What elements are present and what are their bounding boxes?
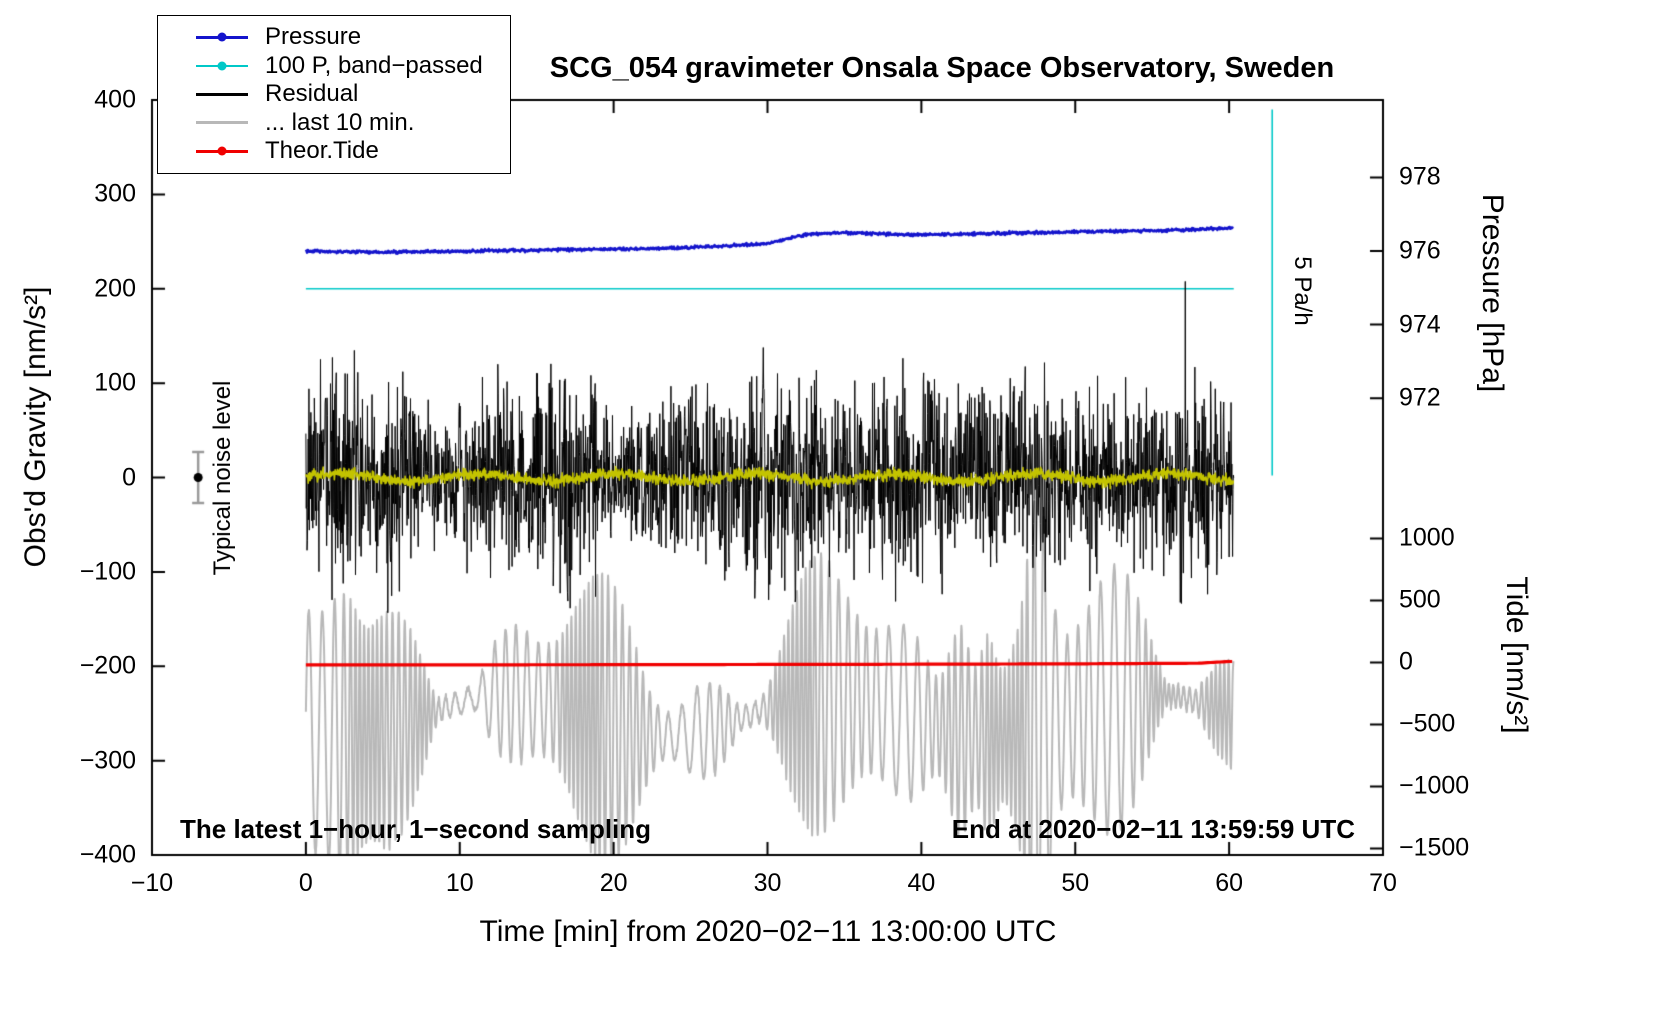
legend-item-residual: Residual bbox=[158, 80, 510, 109]
x-tick-label: 0 bbox=[298, 869, 313, 897]
legend-label: Residual bbox=[265, 80, 359, 108]
x-tick-label: 60 bbox=[1215, 869, 1244, 897]
legend-item-last-10-min: ... last 10 min. bbox=[158, 109, 510, 138]
pressure-rate-label: 5 Pa/h bbox=[1289, 256, 1316, 326]
y-axis-label-gravity: Obs'd Gravity [nm/s²] bbox=[19, 286, 52, 568]
pressure-tick-label: 972 bbox=[1399, 383, 1441, 412]
tide-tick-label: 0 bbox=[1399, 647, 1413, 676]
gravity-tick-label: 0 bbox=[122, 463, 136, 491]
noise-level-label: Typical noise level bbox=[209, 380, 236, 576]
x-tick-label: −10 bbox=[130, 869, 174, 897]
x-tick-label: 10 bbox=[445, 869, 474, 897]
legend-label: Pressure bbox=[265, 23, 362, 51]
y-axis-label-pressure: Pressure [hPa] bbox=[1476, 193, 1509, 393]
pressure-marker-icon bbox=[217, 32, 227, 42]
pressure-tick-label: 978 bbox=[1399, 162, 1441, 191]
residual-line-swatch bbox=[196, 92, 248, 96]
tide-tick-label: −1000 bbox=[1399, 771, 1470, 800]
tide-tick-label: 500 bbox=[1399, 585, 1441, 614]
legend-label: ... last 10 min. bbox=[265, 108, 415, 136]
legend-item-theor-tide: Theor.Tide bbox=[158, 137, 510, 166]
gravity-tick-label: −400 bbox=[79, 840, 136, 869]
theor-tide-marker-icon bbox=[217, 146, 227, 156]
sampling-note: The latest 1−hour, 1−second sampling bbox=[180, 814, 652, 844]
x-tick-label: 40 bbox=[907, 869, 936, 897]
tide-tick-label: 1000 bbox=[1399, 523, 1455, 552]
legend-label: Theor.Tide bbox=[265, 137, 379, 165]
gravity-tick-label: 200 bbox=[94, 274, 136, 303]
x-tick-label: 70 bbox=[1369, 869, 1397, 897]
tide-tick-label: −500 bbox=[1399, 709, 1456, 738]
gravity-tick-label: −200 bbox=[79, 651, 136, 680]
gravity-tick-label: −100 bbox=[79, 557, 136, 586]
gravity-tick-label: −300 bbox=[79, 746, 136, 775]
x-tick-label: 50 bbox=[1061, 869, 1090, 897]
pressure-tick-label: 974 bbox=[1399, 310, 1441, 339]
tide-tick-label: −1500 bbox=[1399, 833, 1470, 862]
x-tick-label: 20 bbox=[599, 869, 628, 897]
legend-label: 100 P, band−passed bbox=[265, 51, 483, 79]
chart-title: SCG_054 gravimeter Onsala Space Observat… bbox=[549, 52, 1335, 84]
pressure-line-swatch bbox=[196, 32, 248, 42]
legend-item-pressure: Pressure bbox=[158, 23, 510, 52]
legend-item-band-passed: 100 P, band−passed bbox=[158, 52, 510, 81]
band-passed-marker-icon bbox=[217, 61, 227, 71]
x-tick-label: 30 bbox=[753, 869, 782, 897]
gravity-tick-label: 100 bbox=[94, 368, 136, 397]
last-10-min-line-swatch bbox=[196, 121, 248, 125]
end-time-note: End at 2020−02−11 13:59:59 UTC bbox=[951, 814, 1355, 844]
pressure-tick-label: 976 bbox=[1399, 236, 1441, 265]
x-axis-label: Time [min] from 2020−02−11 13:00:00 UTC bbox=[479, 915, 1057, 948]
theor-tide-line-swatch bbox=[196, 146, 248, 156]
gravity-tick-label: 400 bbox=[94, 85, 136, 114]
legend: Pressure 100 P, band−passed Residual ...… bbox=[157, 15, 511, 174]
gravity-tick-label: 300 bbox=[94, 179, 136, 208]
band-passed-line-swatch bbox=[196, 61, 248, 71]
y-axis-label-tide: Tide [nm/s²] bbox=[1500, 576, 1533, 734]
